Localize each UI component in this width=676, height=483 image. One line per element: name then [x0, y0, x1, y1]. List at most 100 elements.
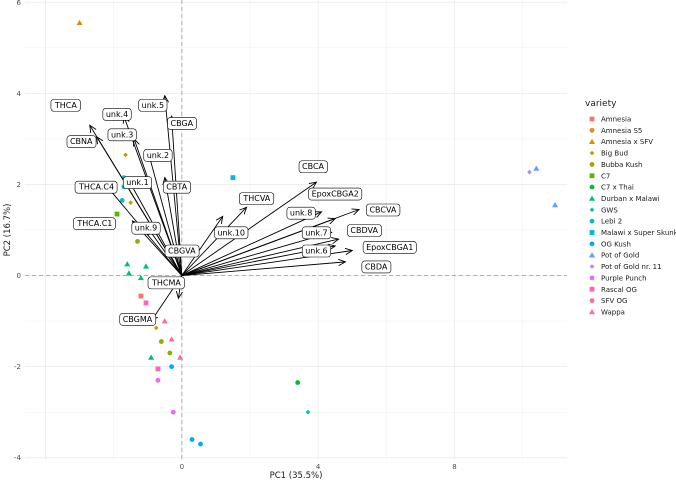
legend: variety Amnesia Amnesia S5 Amnesia x SFV Bi…: [585, 99, 676, 316]
legend-label: C7: [601, 172, 610, 180]
loading-label-box: [119, 313, 157, 326]
legend-key: [589, 218, 595, 224]
legend-item: Pot of Gold: [589, 252, 639, 260]
loading-label-box: [138, 98, 168, 112]
legend-label: Bubba Kush: [601, 161, 642, 169]
reference-lines: [25, 0, 567, 460]
x-tick-label: 8: [452, 463, 456, 471]
loading-arrow: [181, 216, 223, 276]
x-tick-label: 4: [316, 463, 321, 471]
y-tick-label: -4: [14, 454, 22, 462]
loading-label-box: [73, 217, 116, 230]
loading-label: unk.4: [102, 108, 132, 121]
grid-lines: [25, 0, 567, 460]
loading-label-text: THCA.C1: [76, 219, 112, 228]
loading-label-box: [301, 226, 331, 240]
loading-label: unk.2: [143, 149, 173, 162]
loading-label-text: unk.10: [217, 228, 245, 237]
loading-arrow: [181, 212, 322, 276]
loading-arrow: [181, 262, 346, 276]
legend-key: [589, 173, 595, 179]
legend-item: Malawi x Super Skunk: [589, 229, 676, 237]
legend-item: C7: [589, 172, 610, 180]
legend-item: Amnesia S5: [589, 127, 642, 135]
data-point: [155, 366, 161, 372]
loading-label: CBGVA: [164, 244, 200, 258]
loading-label: CBDVA: [347, 224, 382, 237]
loading-label-box: [122, 176, 152, 189]
data-point: [128, 200, 133, 205]
legend-item: Wappa: [589, 308, 625, 316]
loading-arrow: [165, 178, 183, 276]
loading-label-text: CBNA: [70, 137, 93, 146]
legend-item: GWS: [589, 206, 618, 214]
loading-label: THCA: [50, 98, 81, 112]
data-point: [138, 293, 144, 299]
legend-item: Amnesia x SFV: [589, 138, 653, 146]
loading-label-text: CBCVA: [369, 206, 396, 215]
loading-label: EpoxCBGA1: [362, 241, 417, 254]
data-point: [125, 270, 132, 276]
data-point: [170, 409, 176, 415]
data-point: [167, 350, 173, 356]
legend-key: [589, 275, 595, 281]
legend-key: [589, 195, 595, 201]
loading-label: unk.7: [301, 226, 331, 240]
loading-label: CBCVA: [366, 203, 401, 217]
y-tick-label: 6: [17, 0, 22, 7]
loading-label-text: CBDA: [365, 262, 388, 271]
data-point: [158, 339, 164, 344]
legend-label: Purple Punch: [601, 274, 647, 282]
loading-label-box: [147, 276, 185, 290]
loading-label: unk.8: [286, 206, 316, 220]
legend-label: Amnesia: [601, 116, 631, 124]
loading-label-box: [66, 135, 97, 148]
data-point: [76, 19, 83, 26]
legend-label: Pot of Gold: [601, 252, 639, 260]
data-point: [153, 325, 159, 331]
legend-item: Bubba Kush: [589, 161, 642, 169]
loading-label: THCA.C4: [74, 180, 118, 194]
loading-label-box: [167, 117, 197, 130]
legend-key: [589, 138, 595, 144]
data-point: [198, 441, 203, 447]
legend-item: Amnesia: [589, 116, 631, 124]
loading-labels: THCA unk.4 CBNA unk.5 unk.3 CBGA unk.2 THCA.C4 u…: [50, 98, 417, 326]
data-point: [295, 380, 301, 385]
loading-label-text: unk.4: [106, 110, 128, 119]
data-point: [168, 336, 175, 342]
loading-label-text: unk.7: [305, 228, 327, 237]
loading-arrow: [181, 182, 317, 276]
legend-item: Purple Punch: [589, 274, 647, 282]
loading-label-box: [347, 224, 382, 237]
legend-key: [589, 252, 595, 258]
y-tick-label: 4: [17, 90, 22, 98]
loading-label-box: [361, 260, 392, 274]
y-tick-label: -2: [14, 363, 21, 371]
loading-label-box: [50, 98, 81, 112]
loading-label: unk.5: [138, 98, 168, 112]
legend-key: [589, 264, 595, 269]
data-point: [143, 300, 149, 306]
legend-label: Wappa: [601, 308, 625, 316]
loading-label-box: [107, 128, 137, 142]
legend-label: Lebi 2: [601, 218, 622, 226]
legend-label: OG Kush: [601, 240, 631, 248]
loading-label: CBTA: [162, 180, 191, 194]
loading-label: unk.9: [131, 221, 161, 235]
legend-title: variety: [585, 99, 617, 109]
legend-item: Durban x Malawi: [589, 195, 660, 203]
data-point: [305, 409, 311, 415]
loading-arrow: [181, 232, 332, 276]
loading-label: THCVA: [239, 192, 275, 205]
loading-label: CBDA: [361, 260, 392, 274]
loading-label-text: CBDVA: [350, 226, 378, 235]
loading-label: THCMA: [147, 276, 185, 290]
loading-label-box: [74, 180, 118, 194]
legend-item: Pot of Gold nr. 11: [589, 263, 662, 271]
data-point: [177, 354, 184, 360]
data-point: [123, 152, 128, 158]
loading-label-box: [131, 221, 161, 235]
legend-label: Amnesia x SFV: [601, 138, 653, 146]
